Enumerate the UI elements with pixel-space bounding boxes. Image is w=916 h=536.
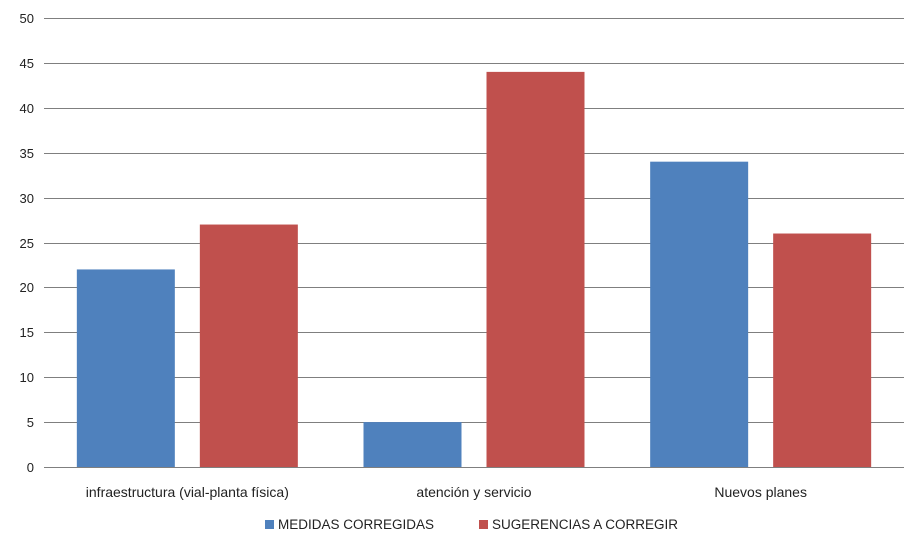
y-tick-label: 30 (20, 191, 34, 206)
x-category-label: atención y servicio (416, 484, 531, 500)
legend-swatch (479, 520, 488, 529)
bar-sugerencias-a-corregir (773, 233, 872, 467)
gridlines (44, 18, 904, 423)
y-tick-label: 25 (20, 236, 34, 251)
y-tick-label: 20 (20, 280, 34, 295)
legend-swatch (265, 520, 274, 529)
x-category-label: Nuevos planes (714, 484, 807, 500)
legend: MEDIDAS CORREGIDAS SUGERENCIAS A CORREGIR (265, 517, 678, 532)
y-tick-label: 0 (27, 460, 34, 475)
bar-sugerencias-a-corregir (486, 71, 585, 467)
bars (76, 71, 872, 467)
x-axis-category-labels: infraestructura (vial-planta física) aten… (86, 484, 807, 500)
y-axis-tick-labels: 0 5 10 15 20 25 30 35 40 45 50 (20, 11, 34, 475)
bar-sugerencias-a-corregir (199, 224, 298, 467)
legend-label: MEDIDAS CORREGIDAS (278, 517, 434, 532)
y-tick-label: 45 (20, 56, 34, 71)
y-tick-label: 50 (20, 11, 34, 26)
y-tick-label: 40 (20, 101, 34, 116)
legend-label: SUGERENCIAS A CORREGIR (492, 517, 678, 532)
x-category-label: infraestructura (vial-planta física) (86, 484, 289, 500)
bar-medidas-corregidas (650, 161, 749, 467)
bar-medidas-corregidas (76, 269, 175, 467)
y-tick-label: 35 (20, 146, 34, 161)
y-tick-label: 10 (20, 370, 34, 385)
bar-medidas-corregidas (363, 422, 462, 467)
y-tick-label: 5 (27, 415, 34, 430)
y-tick-label: 15 (20, 325, 34, 340)
